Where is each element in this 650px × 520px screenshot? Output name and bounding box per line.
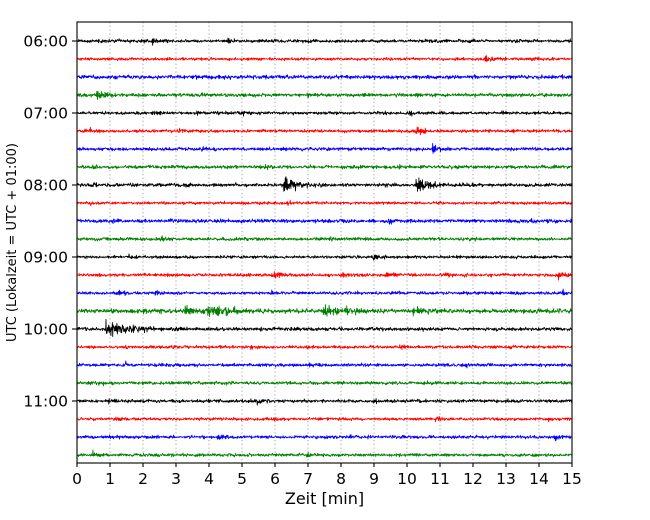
seismogram-trace bbox=[76, 380, 573, 387]
x-tick-label: 13 bbox=[496, 470, 516, 488]
seismogram-traces bbox=[76, 37, 573, 458]
seismogram-trace bbox=[76, 199, 573, 207]
x-tick-label: 3 bbox=[171, 470, 181, 488]
x-tick-label: 9 bbox=[369, 470, 379, 488]
y-axis-title: UTC (Lokalzeit = UTC + 01:00) bbox=[5, 143, 20, 342]
y-tick-label: 08:00 bbox=[23, 177, 68, 195]
seismogram-trace bbox=[76, 304, 573, 318]
y-tick-label: 11:00 bbox=[23, 393, 68, 411]
seismogram-trace bbox=[76, 235, 573, 242]
x-tick-label: 6 bbox=[270, 470, 280, 488]
y-tick-label: 06:00 bbox=[23, 33, 68, 51]
x-tick-label: 4 bbox=[204, 470, 214, 488]
seismogram-trace bbox=[76, 110, 573, 117]
axes-frame bbox=[76, 21, 573, 464]
seismogram-trace bbox=[76, 126, 573, 136]
seismogram-trace bbox=[76, 271, 573, 281]
x-tick-label: 15 bbox=[562, 470, 582, 488]
x-tick-label: 12 bbox=[463, 470, 483, 488]
y-axis-ticks bbox=[72, 40, 77, 402]
y-tick-label: 07:00 bbox=[23, 105, 68, 123]
x-tick-label: 1 bbox=[105, 470, 115, 488]
x-tick-label: 2 bbox=[138, 470, 148, 488]
seismogram-trace bbox=[76, 217, 573, 225]
x-tick-label: 10 bbox=[397, 470, 417, 488]
x-axis-tick-labels: 0 1 2 3 4 5 6 7 8 9 10 11 12 13 14 15 bbox=[72, 470, 582, 488]
axes-background bbox=[77, 22, 572, 463]
seismogram-trace bbox=[76, 360, 573, 369]
x-tick-label: 7 bbox=[303, 470, 313, 488]
axes-spines bbox=[76, 21, 573, 464]
seismogram-trace bbox=[76, 253, 573, 261]
seismogram-trace bbox=[76, 55, 573, 63]
x-tick-label: 14 bbox=[529, 470, 549, 488]
y-tick-label: 09:00 bbox=[23, 249, 68, 267]
seismogram-trace bbox=[76, 90, 573, 100]
seismogram-trace bbox=[76, 449, 573, 458]
x-tick-label: 8 bbox=[336, 470, 346, 488]
seismogram-trace bbox=[76, 73, 573, 81]
x-tick-label: 11 bbox=[430, 470, 450, 488]
x-tick-label: 5 bbox=[237, 470, 247, 488]
seismogram-trace bbox=[76, 344, 573, 351]
x-axis-title: Zeit [min] bbox=[285, 489, 364, 508]
seismogram-trace bbox=[76, 416, 573, 423]
x-tick-label: 0 bbox=[72, 470, 82, 488]
seismogram-trace bbox=[76, 176, 573, 192]
seismogram-trace bbox=[76, 434, 573, 442]
seismogram-trace bbox=[76, 288, 573, 297]
seismogram-trace bbox=[76, 37, 573, 46]
x-axis-ticks bbox=[76, 463, 573, 467]
seismogram-trace bbox=[76, 318, 573, 338]
seismogram-trace bbox=[76, 398, 573, 406]
y-tick-label: 10:00 bbox=[23, 321, 68, 339]
gridlines bbox=[109, 22, 540, 463]
seismogram-trace bbox=[76, 143, 573, 154]
y-axis-tick-labels: 06:00 07:00 08:00 09:00 10:00 11:00 bbox=[23, 33, 68, 411]
seismogram-trace bbox=[76, 163, 573, 171]
